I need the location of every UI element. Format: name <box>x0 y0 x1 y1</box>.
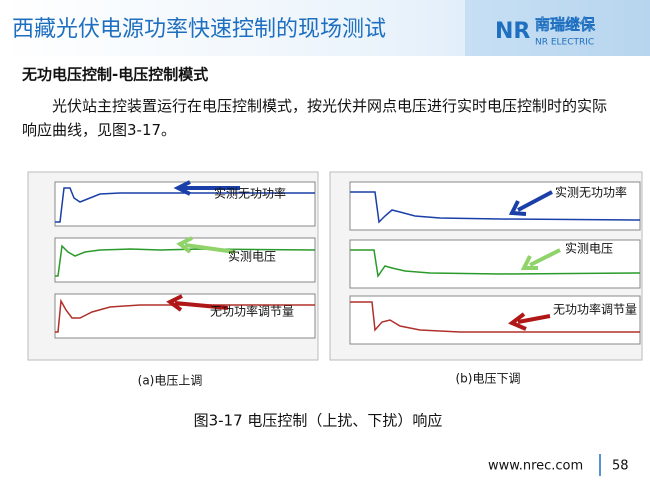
annotation: 实测电压 <box>228 249 276 264</box>
annotation: 实测无功功率 <box>555 185 627 200</box>
header-accent <box>465 0 650 56</box>
section-heading: 无功电压控制-电压控制模式 <box>21 66 208 84</box>
logo-mark: NR <box>495 19 530 44</box>
figure-b <box>329 171 643 361</box>
page-number: 58 <box>612 459 629 474</box>
header-band <box>0 0 650 56</box>
figure-caption-a: (a)电压上调 <box>138 374 203 388</box>
annotation: 无功功率调节量 <box>210 304 294 319</box>
figure-caption: 图3-17 电压控制（上扰、下扰）响应 <box>194 412 443 430</box>
logo-cn: 南瑞继保 <box>535 16 596 34</box>
paragraph: 光伏站主控装置运行在电压控制模式，按光伏并网点电压进行实时电压控制时的实际响应曲… <box>22 97 608 139</box>
annotation: 无功功率调节量 <box>553 302 637 317</box>
annotation: 实测电压 <box>565 241 613 256</box>
header-title: 西藏光伏电源功率快速控制的现场测试 <box>12 17 386 42</box>
figure-a <box>27 171 319 361</box>
footer-url: www.nrec.com <box>488 459 583 474</box>
figure-caption-b: (b)电压下调 <box>456 372 521 386</box>
annotation: 实测无功功率 <box>214 186 286 201</box>
logo-en: NR ELECTRIC <box>535 38 594 48</box>
